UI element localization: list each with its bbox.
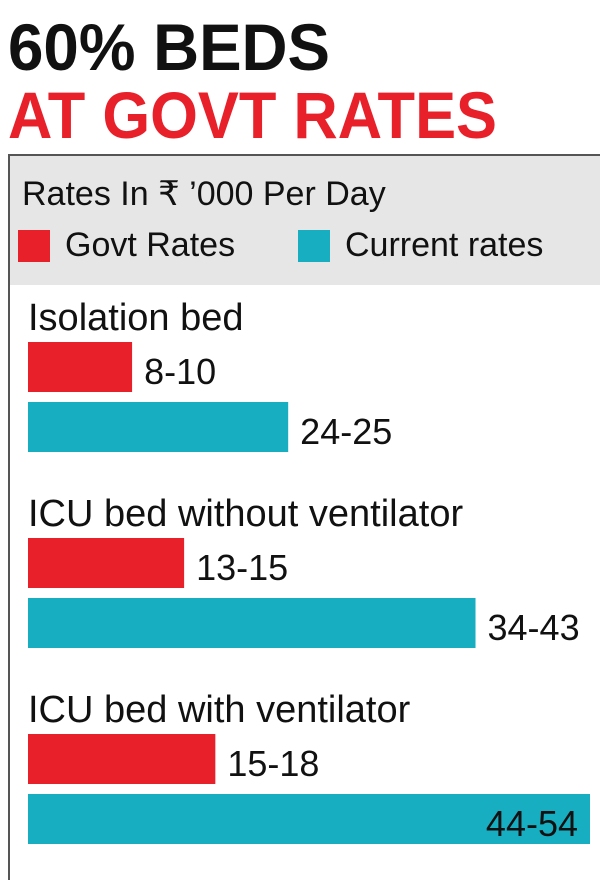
legend-label: Govt Rates: [65, 226, 235, 264]
legend-swatch: [298, 230, 330, 262]
category-label: ICU bed with ventilator: [28, 689, 411, 731]
subtitle: Rates In ₹ ’000 Per Day: [22, 175, 386, 213]
value-label: 44-54: [486, 803, 578, 844]
value-label: 34-43: [488, 607, 580, 648]
value-label: 15-18: [227, 743, 319, 784]
header-band: [8, 155, 600, 285]
chart-title-line2: AT GOVT RATES: [8, 78, 497, 152]
value-label: 13-15: [196, 547, 288, 588]
bar: [28, 734, 216, 784]
legend-swatch: [18, 230, 50, 262]
bar: [28, 538, 185, 588]
bar: [28, 342, 133, 392]
value-label: 24-25: [300, 411, 392, 452]
bar: [28, 402, 289, 452]
legend-label: Current rates: [345, 226, 543, 264]
bar: [28, 794, 590, 844]
value-label: 8-10: [144, 351, 216, 392]
bar: [28, 598, 476, 648]
chart-title: 60% BEDS: [8, 10, 330, 84]
category-label: ICU bed without ventilator: [28, 493, 463, 535]
category-label: Isolation bed: [28, 297, 244, 339]
